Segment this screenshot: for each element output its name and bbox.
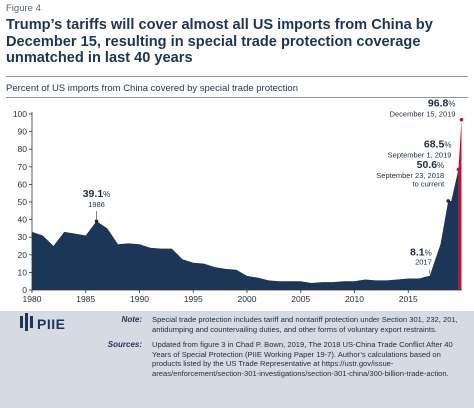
y-tick-label: 10 xyxy=(18,267,28,277)
subtitle-divider xyxy=(6,97,468,98)
note-text: Special trade protection includes tariff… xyxy=(152,315,458,334)
x-tick-label: 2005 xyxy=(291,294,310,304)
chart-subtitle: Percent of US imports from China covered… xyxy=(6,83,298,94)
x-tick-label: 2010 xyxy=(345,294,364,304)
piie-logo-text: PIIE xyxy=(37,316,66,332)
annotation-label: December 15, 2019 xyxy=(390,110,456,119)
x-tick-label: 1995 xyxy=(184,294,203,304)
annotation-label: 1986 xyxy=(88,200,105,209)
y-tick-label: 40 xyxy=(18,215,28,225)
annotation-value: 68.5% xyxy=(424,138,452,150)
y-tick-label: 0 xyxy=(22,285,27,295)
annotation-marker xyxy=(94,219,99,223)
annotation-value: 96.8% xyxy=(428,98,456,110)
chart-title: Trump’s tariffs will cover almost all US… xyxy=(6,17,433,66)
title-divider xyxy=(6,76,468,77)
annotation-value: 50.6% xyxy=(417,159,445,171)
sources-text: Updated from figure 3 in Chad P. Bown, 2… xyxy=(152,340,453,378)
annotation-value: 8.1% xyxy=(410,247,432,259)
annotation-value: 39.1% xyxy=(83,188,111,200)
area-chart: 0 10 20 30 40 50 60 70 80 90 100 1980 1985 1990 1995 20… xyxy=(13,98,464,304)
y-tick-label: 20 xyxy=(18,250,28,260)
x-tick-label: 2000 xyxy=(238,294,257,304)
annotation-marker xyxy=(446,199,451,203)
y-tick-label: 90 xyxy=(18,127,28,137)
sources-label: Sources: xyxy=(107,340,142,349)
annotation-unit: % xyxy=(444,140,451,149)
annotation-unit: % xyxy=(103,190,110,199)
y-tick-label: 50 xyxy=(18,197,28,207)
area-highlight-dec-2019 xyxy=(458,119,462,290)
y-tick-label: 60 xyxy=(18,179,28,189)
area-series xyxy=(32,169,459,290)
annotation-marker xyxy=(456,167,461,172)
annotation-unit: % xyxy=(448,100,455,109)
annotation-label: 2017 xyxy=(415,258,432,267)
footer xyxy=(0,311,474,408)
annotation-unit: % xyxy=(437,161,444,170)
x-tick-label: 1985 xyxy=(76,294,95,304)
x-tick-label: 2015 xyxy=(399,294,418,304)
y-tick-label: 30 xyxy=(18,232,28,242)
figure-label: Figure 4 xyxy=(6,3,41,14)
annotation-marker xyxy=(459,117,464,122)
y-tick-label: 80 xyxy=(18,144,28,154)
x-tick-label: 1980 xyxy=(23,294,42,304)
y-tick-label: 70 xyxy=(18,162,28,172)
annotation-label: to current xyxy=(413,179,446,188)
annotation-unit: % xyxy=(425,249,432,258)
x-tick-label: 1990 xyxy=(130,294,149,304)
annotation-label: September 1, 2019 xyxy=(388,150,452,159)
annotation-label: September 23, 2018 xyxy=(376,171,444,180)
y-tick-label: 100 xyxy=(13,109,27,119)
note-label: Note: xyxy=(121,315,142,324)
piie-logo-icon xyxy=(20,313,33,331)
